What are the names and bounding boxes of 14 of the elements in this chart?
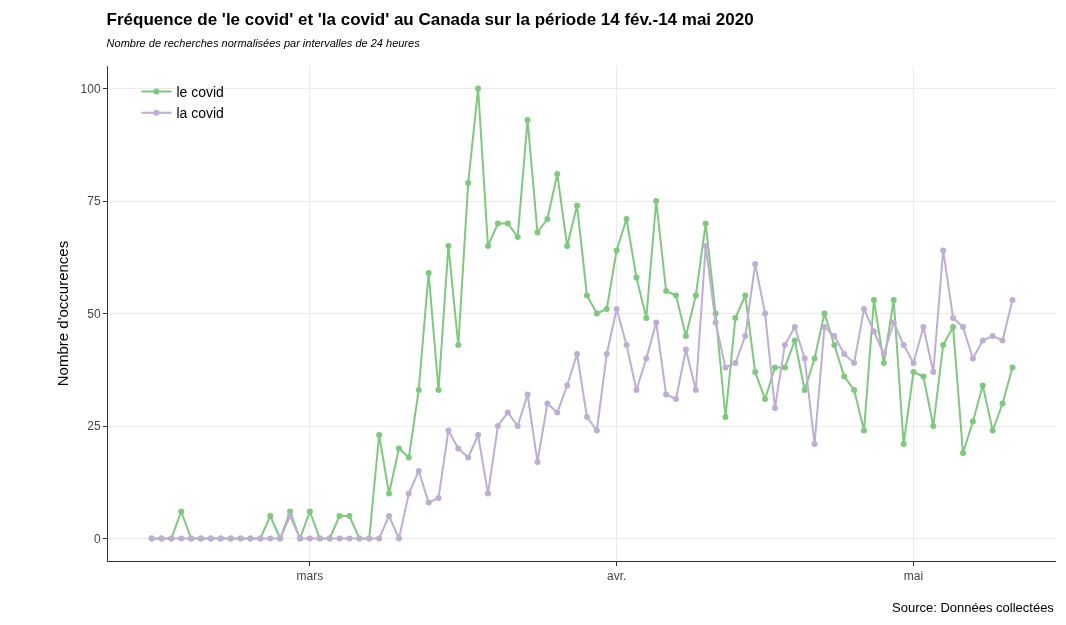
- chart-subtitle: Nombre de recherches normalisées par intervalles de 24 heures: [106, 37, 421, 50]
- x-tick-label: mai: [903, 569, 924, 584]
- legend-label: la covid: [176, 105, 224, 122]
- y-axis-title: Nombre d'occurences: [54, 240, 71, 387]
- source-note: Source: Données collectées: [892, 600, 1055, 615]
- y-tick-label: 100: [80, 81, 101, 96]
- y-tick-label: 25: [87, 419, 101, 434]
- y-tick-label: 75: [87, 194, 101, 209]
- y-tick-label: 50: [87, 306, 101, 321]
- legend-label: le covid: [176, 83, 224, 100]
- y-tick-label: 0: [93, 531, 101, 546]
- x-tick-label: avr.: [606, 569, 627, 584]
- x-tick-label: mars: [296, 569, 324, 584]
- chart-title: Fréquence de 'le covid' et 'la covid' au Canada sur la période 14 fév.-14 mai 2020: [106, 10, 754, 29]
